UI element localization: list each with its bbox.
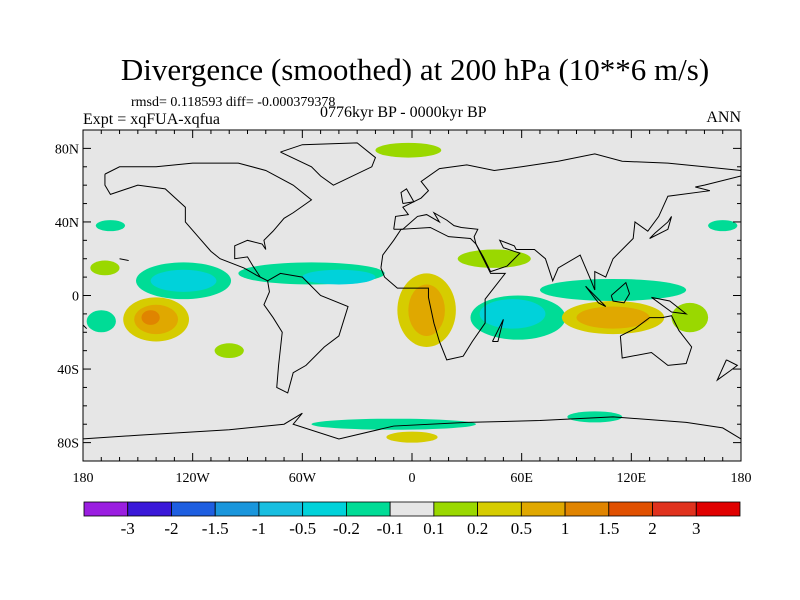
colorbar-label: 3 [692, 519, 701, 538]
anomaly-region [576, 306, 650, 329]
colorbar-label: -2 [164, 519, 178, 538]
anomaly-region [302, 269, 376, 285]
lon-tick-label: 0 [409, 471, 416, 486]
anomaly-region [86, 310, 116, 333]
colorbar-label: 1 [561, 519, 570, 538]
lon-tick-label: 120W [176, 471, 211, 486]
anomaly-region [708, 220, 738, 232]
colorbar-swatch [564, 501, 610, 517]
lat-tick-label: 80S [57, 437, 79, 452]
anomaly-field [86, 142, 738, 443]
colorbar-label: 2 [648, 519, 657, 538]
lat-tick-label: 40N [55, 216, 79, 231]
coastline [83, 412, 741, 440]
colorbar-swatch [389, 501, 435, 517]
period-label: 0776kyr BP - 0000kyr BP [320, 104, 487, 121]
anomaly-region [479, 299, 546, 329]
colorbar-label: -0.1 [377, 519, 404, 538]
coastline [619, 315, 693, 366]
colorbar-label: -3 [121, 519, 135, 538]
season-label: ANN [706, 109, 741, 126]
colorbar-swatch [695, 501, 741, 517]
coastline [610, 281, 631, 304]
colorbar-swatch [608, 501, 653, 517]
colorbar-swatch [127, 501, 172, 517]
lon-tick-label: 120E [617, 471, 647, 486]
anomaly-region [375, 142, 442, 158]
coastline [104, 162, 313, 282]
anomaly-region [150, 269, 217, 292]
anomaly-region [539, 278, 687, 302]
lat-tick-label: 80N [55, 142, 79, 157]
coastline [585, 285, 607, 307]
anomaly-region [311, 418, 476, 430]
anomaly-region [141, 310, 160, 325]
colorbar-swatch [83, 501, 129, 517]
colorbar-label: -1 [252, 519, 266, 538]
coastline [716, 359, 739, 382]
lon-tick-label: 60E [510, 471, 533, 486]
colorbar-swatch [302, 501, 347, 517]
lon-tick-label: 180 [731, 471, 752, 486]
colorbar-swatch [214, 501, 260, 517]
anomaly-region [386, 431, 438, 443]
colorbar-swatch [652, 501, 697, 517]
lat-tick-label: 40S [57, 363, 79, 378]
anomaly-region [214, 343, 244, 359]
colorbar-swatch [477, 501, 522, 517]
colorbar-label: -0.2 [333, 519, 360, 538]
coastline [491, 319, 504, 342]
coastline [400, 188, 415, 205]
coastline [263, 272, 349, 394]
coastline [380, 226, 507, 361]
colorbar-swatch [345, 501, 391, 517]
anomaly-region [457, 249, 531, 268]
colorbar-label: -1.5 [202, 519, 229, 538]
anomaly-region [90, 260, 120, 276]
experiment-label: Expt = xqFUA-xqfua [83, 111, 221, 128]
colorbar-label: 0.5 [511, 519, 532, 538]
coastlines [83, 142, 741, 440]
coastline [393, 153, 741, 291]
colorbar-label: 0.1 [423, 519, 444, 538]
coastline [649, 216, 673, 239]
plot-title: Divergence (smoothed) at 200 hPa (10**6 … [120, 52, 710, 87]
colorbar-swatch [520, 501, 566, 517]
colorbar-label: -0.5 [289, 519, 316, 538]
colorbar-label: 1.5 [598, 519, 619, 538]
colorbar-swatch [433, 501, 479, 517]
anomaly-region [567, 411, 623, 423]
colorbar-label: 0.2 [467, 519, 488, 538]
stats-text: rmsd= 0.118593 diff= -0.000379378 [131, 95, 336, 110]
anomaly-region [95, 220, 126, 232]
anomaly-region [408, 284, 445, 336]
coastline [280, 142, 377, 186]
coastline [119, 258, 129, 262]
colorbar-swatch [171, 501, 216, 517]
colorbar-swatch [258, 501, 304, 517]
lon-tick-label: 180 [73, 471, 94, 486]
lon-tick-label: 60W [289, 471, 317, 486]
coastline [83, 324, 88, 329]
coastline [651, 296, 688, 315]
lat-tick-label: 0 [72, 290, 79, 305]
